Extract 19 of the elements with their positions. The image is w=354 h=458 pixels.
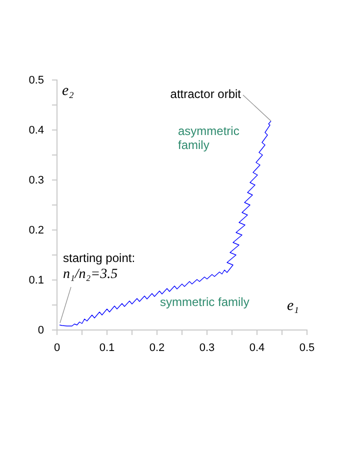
x-tick-label: 0 [54,342,60,354]
y-tick-label: 0.1 [28,274,44,287]
x-tick-label: 0.4 [249,342,265,354]
y-axis-title: e₂ [62,83,74,99]
annotation: starting point: n₁/n₂=3.5 [63,251,136,282]
annotation: attractor orbit [170,87,242,101]
y-tick-label: 0.2 [28,224,44,237]
x-tick-label: 0.2 [149,342,165,354]
y-tick-label: 0.5 [28,74,44,87]
x-axis-title: e₁ [287,298,299,314]
x-tick-label: 0.3 [199,342,215,354]
annotation: asymmetric family [178,124,240,152]
x-tick-label: 0.1 [99,342,115,354]
annotation: symmetric family [160,295,250,309]
y-tick-label: 0 [38,324,44,337]
y-tick-label: 0.3 [28,174,44,187]
y-tick-label: 0.4 [28,124,44,137]
x-tick-label: 0.5 [299,342,315,354]
line-series [59,120,272,326]
